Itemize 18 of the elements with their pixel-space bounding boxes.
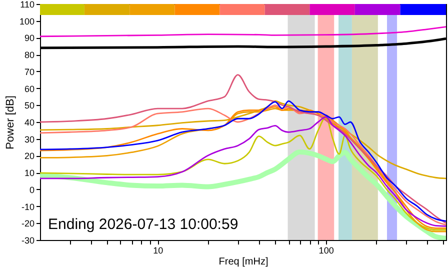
y-axis-title: Power [dB] bbox=[4, 96, 16, 150]
y-tick-label: 100 bbox=[19, 16, 34, 26]
y-tick-label: -20 bbox=[21, 218, 34, 229]
y-tick-label: 30 bbox=[24, 134, 34, 144]
y-tick-label: 110 bbox=[20, 0, 34, 10]
x-axis-title: Freq [mHz] bbox=[218, 256, 268, 268]
y-tick-label: 60 bbox=[24, 84, 34, 94]
y-tick-label: 0 bbox=[29, 184, 34, 195]
y-tick-label: -10 bbox=[21, 202, 34, 212]
y-tick-label: 20 bbox=[24, 151, 34, 162]
annotation: Ending 2026-07-13 10:00:59 bbox=[48, 216, 238, 233]
y-tick-label: 50 bbox=[24, 100, 34, 111]
y-tick-label: -30 bbox=[21, 236, 34, 246]
y-tick-label: 40 bbox=[24, 118, 34, 128]
y-tick-label: 10 bbox=[24, 168, 34, 178]
y-tick-label: 90 bbox=[24, 33, 34, 44]
y-tick-label: 70 bbox=[24, 66, 34, 77]
y-tick-label: 80 bbox=[24, 50, 34, 60]
